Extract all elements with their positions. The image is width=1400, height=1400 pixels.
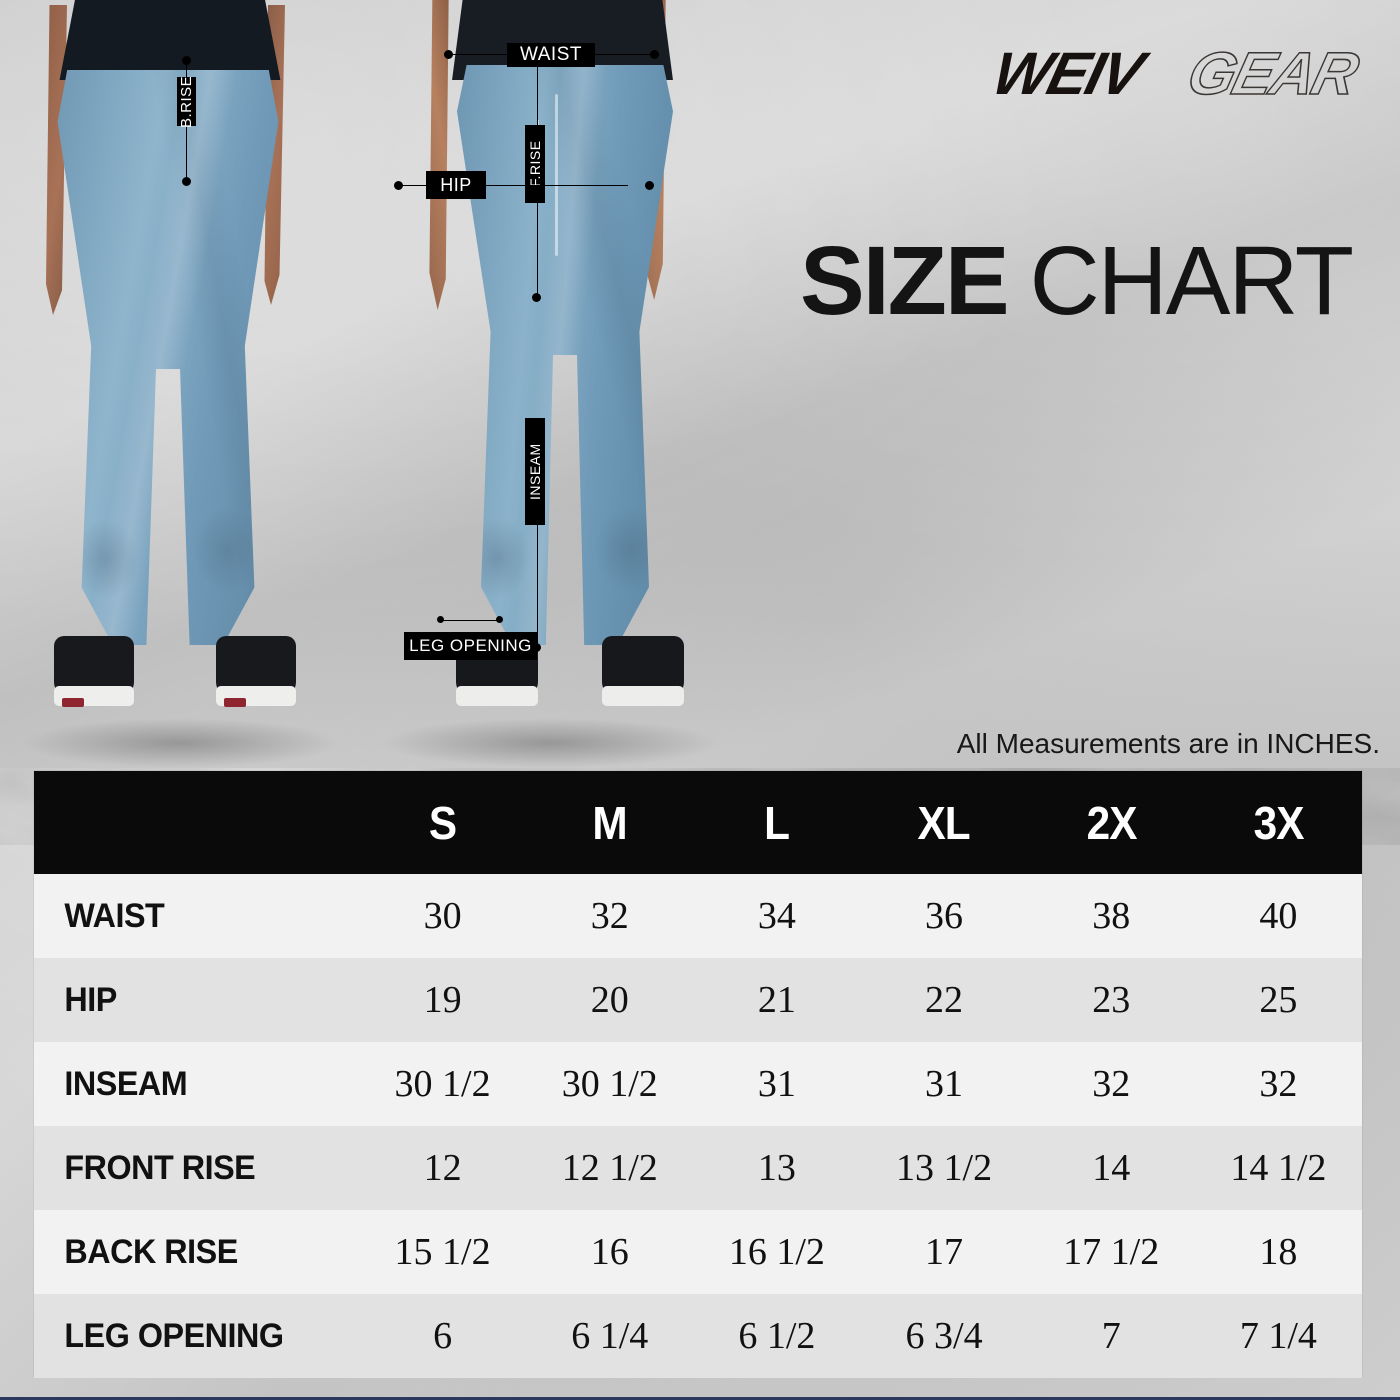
- svg-text:GEAR: GEAR: [1181, 40, 1365, 107]
- svg-text:WEIV: WEIV: [995, 40, 1155, 107]
